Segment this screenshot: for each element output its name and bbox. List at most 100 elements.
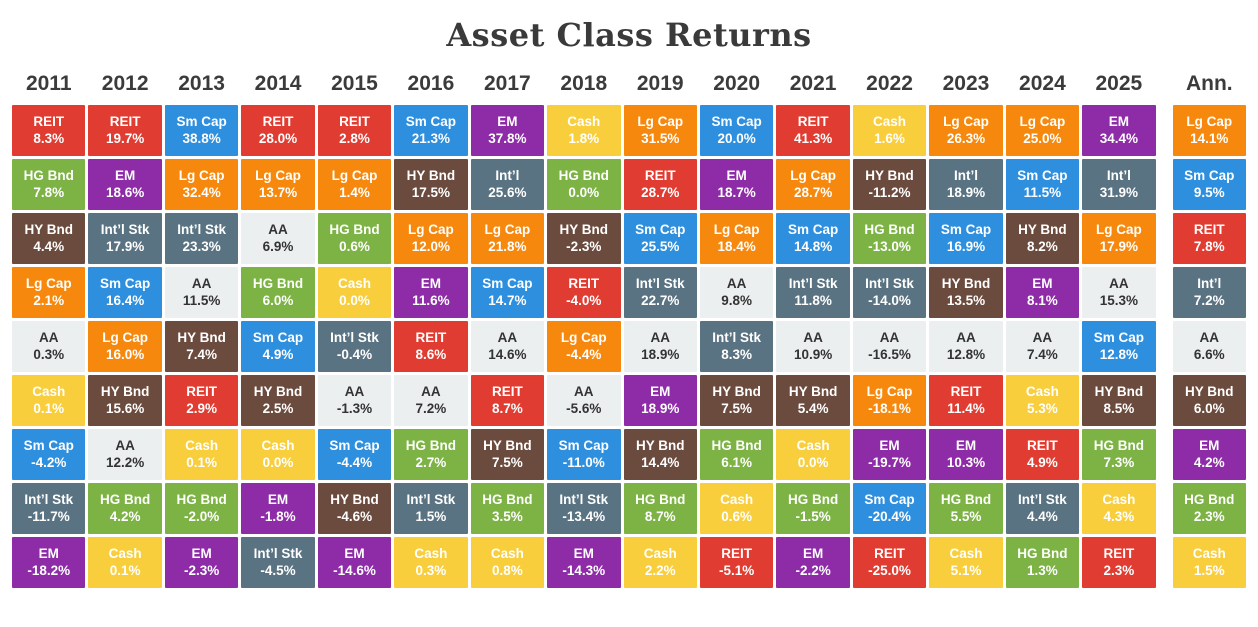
return-cell-ann-reit: REIT 7.8% <box>1172 213 1246 264</box>
asset-class-label: Cash <box>1192 545 1226 561</box>
return-cell-2014-reit: REIT 28.0% <box>241 105 315 156</box>
return-cell-2019-cash: Cash 2.2% <box>623 537 697 588</box>
asset-class-label: Sm Cap <box>482 275 533 291</box>
return-value: 1.5% <box>1193 562 1225 578</box>
return-cell-2025-reit: REIT 2.3% <box>1082 537 1156 588</box>
return-cell-2021-aa: AA 10.9% <box>776 321 850 372</box>
return-value: 32.4% <box>182 184 221 200</box>
return-value: 0.0% <box>339 292 370 308</box>
return-cell-2016-aa: AA 7.2% <box>394 375 468 426</box>
return-cell-2020-aa: AA 9.8% <box>699 267 774 318</box>
column-gap <box>1159 483 1170 534</box>
return-value: 7.4% <box>1027 346 1058 362</box>
return-cell-2011-lg-cap: Lg Cap 2.1% <box>12 267 86 318</box>
return-cell-2023-cash: Cash 5.1% <box>929 537 1003 588</box>
asset-class-label: Sm Cap <box>711 113 762 129</box>
column-gap <box>1159 537 1170 588</box>
return-cell-2013-cash: Cash 0.1% <box>164 429 239 480</box>
return-value: -1.5% <box>795 508 831 524</box>
return-cell-2021-sm-cap: Sm Cap 14.8% <box>776 213 850 264</box>
return-value: 6.0% <box>262 292 294 308</box>
return-cell-2022-em: EM -19.7% <box>852 429 927 480</box>
return-value: 14.6% <box>488 346 527 362</box>
return-cell-2017-reit: REIT 8.7% <box>470 375 545 426</box>
return-value: 12.8% <box>946 346 986 362</box>
asset-class-label: AA <box>650 329 670 345</box>
return-cell-2017-sm-cap: Sm Cap 14.7% <box>470 267 545 318</box>
return-cell-2024-aa: AA 7.4% <box>1005 321 1080 372</box>
return-cell-2018-aa: AA -5.6% <box>547 375 621 426</box>
return-cell-2012-reit: REIT 19.7% <box>88 105 162 156</box>
return-value: 10.9% <box>793 346 833 362</box>
return-value: 26.3% <box>946 130 986 146</box>
return-cell-2012-int-l-stk: Int’l Stk 17.9% <box>88 213 162 264</box>
asset-class-label: Cash <box>720 491 754 507</box>
return-value: 11.5% <box>1023 184 1062 200</box>
return-value: 2.3% <box>1193 508 1225 524</box>
asset-class-label: REIT <box>797 113 829 129</box>
asset-class-label: HY Bnd <box>330 491 379 507</box>
return-value: 8.3% <box>33 130 65 146</box>
return-cell-2019-sm-cap: Sm Cap 25.5% <box>623 213 697 264</box>
return-cell-2021-em: EM -2.2% <box>776 537 850 588</box>
return-value: 9.5% <box>1193 184 1225 200</box>
return-cell-2023-hg-bnd: HG Bnd 5.5% <box>929 483 1003 534</box>
asset-class-label: HG Bnd <box>23 167 74 183</box>
asset-class-label: Sm Cap <box>405 113 457 129</box>
return-cell-2021-hy-bnd: HY Bnd 5.4% <box>776 375 850 426</box>
return-cell-2015-cash: Cash 0.0% <box>317 267 392 318</box>
column-header-2019: 2019 <box>636 72 684 95</box>
return-value: 7.2% <box>415 400 447 416</box>
column-gap <box>1159 66 1170 102</box>
asset-class-label: REIT <box>874 545 905 561</box>
column-header-2018: 2018 <box>560 72 608 95</box>
asset-class-label: Lg Cap <box>560 329 607 345</box>
column-gap <box>1159 267 1170 318</box>
return-value: 8.5% <box>1103 400 1135 416</box>
return-value: 11.6% <box>412 292 450 308</box>
column-header-2011: 2011 <box>25 72 72 95</box>
asset-class-label: AA <box>38 329 59 345</box>
return-cell-2012-em: EM 18.6% <box>88 159 162 210</box>
asset-class-label: Lg Cap <box>943 113 989 129</box>
return-value: 18.7% <box>717 184 756 200</box>
return-value: 7.3% <box>1103 454 1135 470</box>
return-value: 10.3% <box>946 454 986 470</box>
return-cell-2015-em: EM -14.6% <box>317 537 392 588</box>
return-value: 2.1% <box>33 292 65 308</box>
return-value: 1.4% <box>339 184 370 200</box>
asset-class-label: Lg Cap <box>102 329 149 345</box>
asset-class-label: Cash <box>185 437 219 453</box>
asset-class-label: Int’l Stk <box>1018 491 1067 507</box>
return-cell-2015-hg-bnd: HG Bnd 0.6% <box>317 213 392 264</box>
return-cell-2013-em: EM -2.3% <box>164 537 239 588</box>
return-value: 14.7% <box>488 292 527 308</box>
asset-class-label: Lg Cap <box>25 275 72 291</box>
asset-class-label: AA <box>1109 275 1129 291</box>
return-cell-2019-lg-cap: Lg Cap 31.5% <box>623 105 697 156</box>
return-cell-2020-lg-cap: Lg Cap 18.4% <box>699 213 774 264</box>
column-header-2012: 2012 <box>101 72 149 95</box>
return-cell-2018-sm-cap: Sm Cap -11.0% <box>547 429 621 480</box>
asset-class-label: AA <box>726 275 747 291</box>
return-value: 7.8% <box>1193 238 1225 254</box>
return-cell-2023-hy-bnd: HY Bnd 13.5% <box>929 267 1003 318</box>
return-cell-2015-int-l-stk: Int’l Stk -0.4% <box>317 321 392 372</box>
return-cell-2015-lg-cap: Lg Cap 1.4% <box>317 159 392 210</box>
return-cell-2016-cash: Cash 0.3% <box>394 537 468 588</box>
return-value: 7.5% <box>721 400 753 416</box>
returns-grid: 2011 2012 2013 2014 2015 2016 2017 2018 2019 2020… <box>12 66 1246 588</box>
return-cell-2014-aa: AA 6.9% <box>241 213 315 264</box>
return-value: -2.3% <box>566 238 602 254</box>
asset-class-label: Int’l Stk <box>100 221 150 237</box>
return-value: 13.5% <box>946 292 986 308</box>
return-cell-2011-hy-bnd: HY Bnd 4.4% <box>12 213 86 264</box>
return-value: 25.5% <box>641 238 680 254</box>
asset-class-label: Cash <box>337 275 371 291</box>
column-gap <box>1159 375 1170 426</box>
return-value: 7.5% <box>491 454 523 470</box>
column-header-2020: 2020 <box>713 72 761 95</box>
return-value: 8.2% <box>1027 238 1058 254</box>
return-cell-2017-em: EM 37.8% <box>470 105 545 156</box>
return-value: 38.8% <box>182 130 221 146</box>
